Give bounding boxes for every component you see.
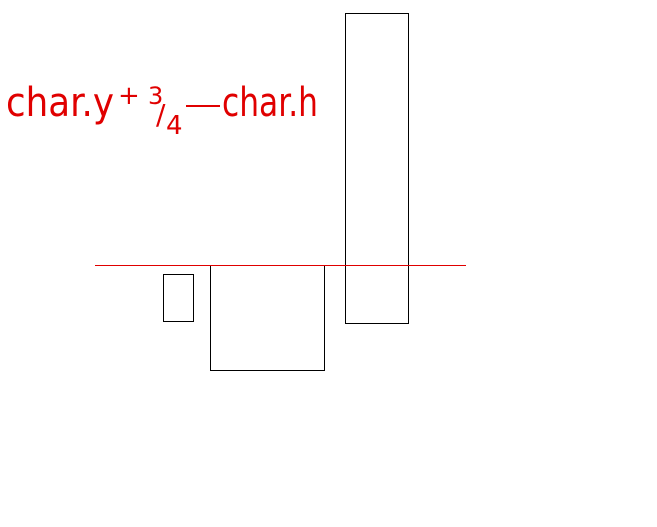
expression-plus: + (118, 81, 140, 111)
expression-right: char.h (222, 80, 318, 126)
small-box (163, 274, 194, 322)
tall-box (345, 13, 409, 324)
expression-denominator: 4 (166, 111, 183, 141)
expression-slash: / (156, 98, 166, 131)
expression-numerator: 3 (148, 82, 163, 110)
expression-left: char.y (6, 80, 114, 126)
